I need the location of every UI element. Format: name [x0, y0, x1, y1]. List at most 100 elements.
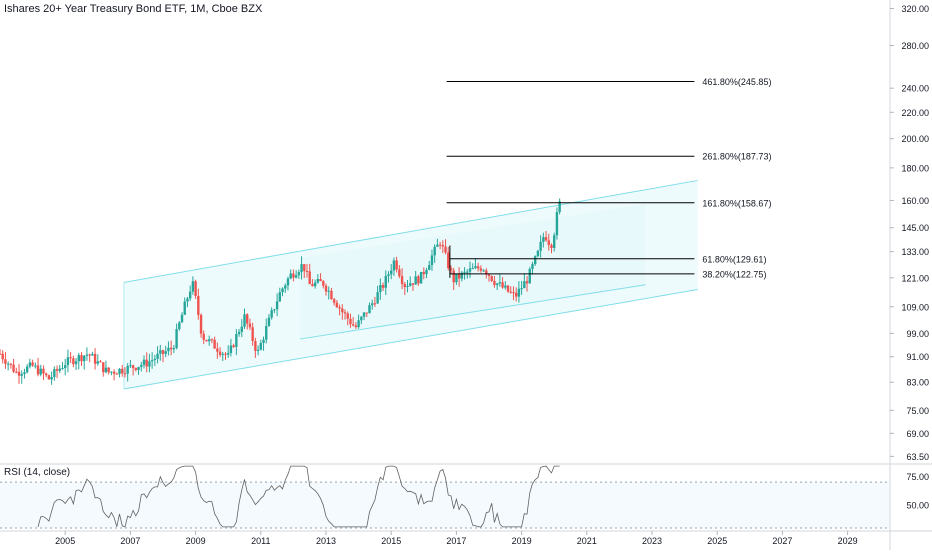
time-tick-label: 2005: [55, 536, 75, 546]
candle-body: [294, 275, 298, 278]
candle-body: [351, 324, 355, 326]
candle-body: [428, 265, 431, 270]
candle-body: [88, 354, 91, 356]
candle-body: [550, 245, 553, 248]
candle-body: [327, 290, 330, 292]
price-tick-label: 121.00: [901, 273, 929, 283]
candle-body: [39, 368, 42, 375]
candle-body: [495, 283, 499, 286]
candle-body: [69, 357, 72, 359]
candle-body: [221, 353, 224, 355]
candle-body: [129, 365, 132, 367]
candle-body: [142, 359, 146, 365]
candle-body: [15, 371, 18, 373]
candle-body: [194, 281, 197, 297]
time-tick-label: 2023: [642, 536, 662, 546]
candle-body: [172, 348, 176, 350]
time-tick-label: 2019: [512, 536, 532, 546]
candle-body: [265, 326, 268, 340]
candle-body: [504, 285, 507, 288]
candle-body: [490, 275, 493, 281]
price-tick-label: 109.00: [901, 302, 929, 312]
candle-body: [159, 350, 162, 354]
candle-body: [542, 237, 545, 242]
candle-body: [17, 371, 21, 376]
candle-body: [330, 290, 333, 300]
candle-body: [180, 314, 184, 323]
candle-body: [91, 353, 94, 356]
candle-body: [346, 313, 349, 319]
candle-body: [9, 363, 13, 365]
fib-level-label: 161.80%(158.67): [702, 198, 771, 208]
candle-body: [479, 268, 483, 271]
candle-body: [381, 285, 385, 288]
candle-body: [501, 282, 504, 288]
candle-body: [441, 245, 445, 247]
candle-body: [286, 278, 290, 286]
price-tick-label: 69.00: [906, 429, 929, 439]
time-tick-label: 2009: [186, 536, 206, 546]
candle-body: [398, 269, 401, 277]
candle-body: [243, 314, 246, 327]
candle-body: [368, 305, 371, 314]
candle-body: [44, 373, 48, 376]
candle-body: [332, 299, 336, 303]
candle-body: [539, 241, 542, 251]
candle-body: [199, 314, 203, 334]
candle-body: [493, 280, 496, 286]
candle-body: [357, 320, 360, 328]
candle-body: [145, 359, 148, 367]
candle-body: [531, 264, 534, 270]
fib-level-label: 61.80%(129.61): [702, 254, 766, 264]
candle-body: [99, 361, 102, 363]
candle-body: [463, 271, 466, 273]
candle-body: [523, 281, 526, 289]
candle-body: [447, 252, 450, 269]
candle-body: [74, 361, 78, 365]
candle-body: [61, 368, 64, 370]
candle-body: [1, 353, 4, 360]
candle-body: [455, 273, 458, 283]
rsi-tick-label: 50.00: [906, 501, 929, 511]
candle-body: [474, 266, 477, 269]
candle-body: [544, 237, 548, 241]
candle-body: [58, 368, 61, 371]
candle-body: [167, 347, 170, 352]
candle-body: [42, 368, 45, 374]
candle-body: [148, 361, 151, 367]
time-tick-label: 2025: [707, 536, 727, 546]
rsi-title: RSI (14, close): [4, 467, 71, 478]
candle-body: [0, 353, 2, 355]
candle-body: [112, 371, 116, 374]
inner-channel-fill: [299, 203, 646, 340]
candle-body: [227, 353, 230, 355]
candle-body: [338, 307, 341, 309]
candle-body: [316, 279, 320, 283]
candle-body: [433, 246, 436, 256]
candle-body: [300, 264, 303, 273]
candle-body: [240, 326, 243, 332]
candle-body: [25, 366, 29, 373]
candle-body: [395, 260, 398, 270]
candle-body: [498, 282, 502, 284]
candle-body: [297, 272, 301, 276]
price-tick-label: 83.00: [906, 378, 929, 388]
candle-body: [403, 283, 406, 288]
candle-body: [267, 317, 271, 327]
time-tick-label: 2015: [381, 536, 401, 546]
candle-body: [246, 314, 249, 324]
candle-body: [430, 255, 434, 266]
price-tick-label: 75.00: [906, 406, 929, 416]
candle-body: [525, 281, 529, 284]
candle-body: [392, 260, 396, 271]
candle-body: [53, 369, 56, 378]
candle-body: [248, 323, 252, 328]
candle-body: [349, 318, 352, 325]
candle-body: [354, 325, 358, 328]
candle-body: [178, 322, 181, 330]
candle-body: [115, 373, 119, 375]
time-tick-label: 2029: [838, 536, 858, 546]
candle-body: [452, 270, 455, 283]
price-tick-label: 99.00: [906, 329, 929, 339]
